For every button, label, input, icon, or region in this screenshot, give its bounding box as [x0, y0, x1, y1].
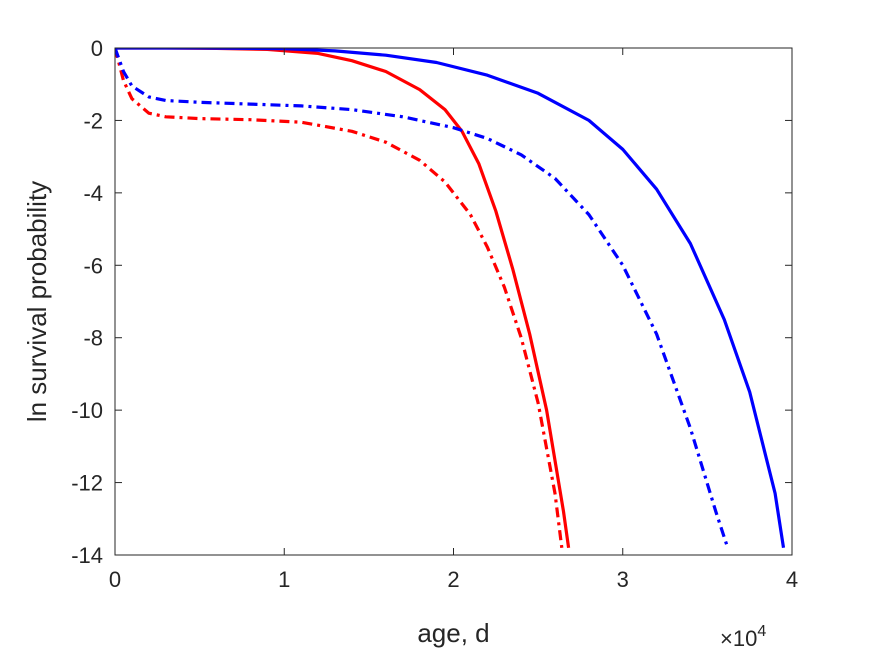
x-axis-ticks: 0 1 2 3 4: [109, 48, 798, 592]
y-tick-label: -2: [83, 108, 103, 133]
y-tick-label: -4: [83, 181, 103, 206]
y-tick-label: -10: [71, 398, 103, 423]
x-axis-exponent-base: ×10: [720, 626, 757, 651]
x-axis-exponent-power: 4: [757, 623, 766, 640]
y-axis-title: ln survival probability: [22, 181, 52, 422]
y-axis-ticks: 0 -2 -4 -6 -8 -10 -12 -14: [71, 36, 792, 568]
x-tick-label: 4: [786, 567, 798, 592]
x-tick-label: 1: [278, 567, 290, 592]
x-axis-exponent: ×104: [720, 623, 766, 651]
series-line-3: [115, 48, 786, 549]
series-layer: [115, 48, 786, 549]
y-tick-label: -14: [71, 543, 103, 568]
plot-area: [115, 48, 792, 555]
y-tick-label: 0: [91, 36, 103, 61]
y-tick-label: -6: [83, 253, 103, 278]
x-tick-label: 0: [109, 567, 121, 592]
x-tick-label: 3: [617, 567, 629, 592]
x-tick-label: 2: [447, 567, 459, 592]
y-tick-label: -12: [71, 471, 103, 496]
series-line-2: [115, 48, 564, 548]
y-tick-label: -8: [83, 326, 103, 351]
x-axis-title: age, d: [417, 618, 489, 648]
